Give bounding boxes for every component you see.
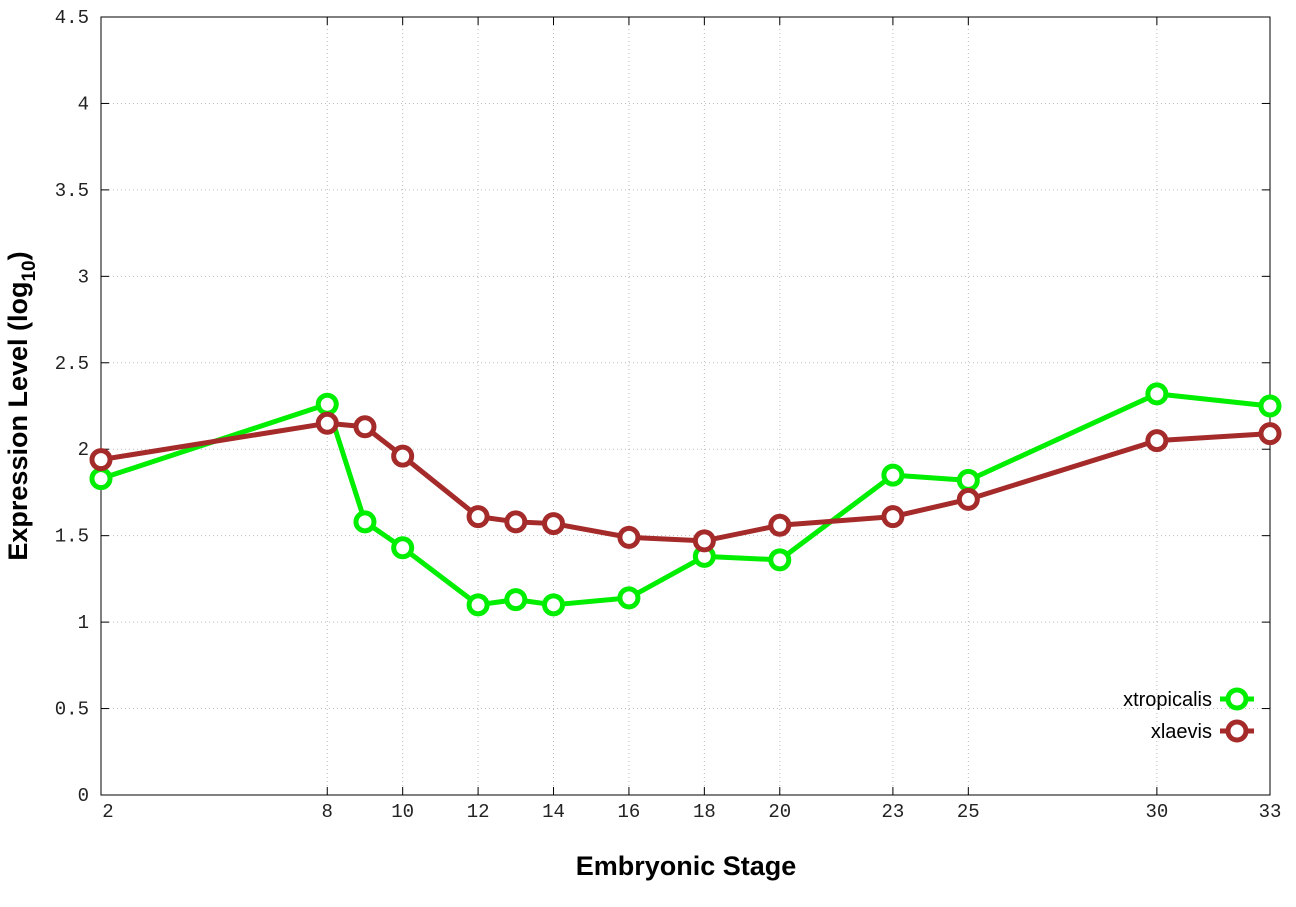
data-point-xlaevis	[956, 487, 980, 511]
data-point-xlaevis	[315, 411, 339, 435]
y-axis-label: Expression Level (log10)	[3, 251, 40, 560]
x-tick-label: 25	[957, 801, 980, 823]
data-point-xlaevis	[353, 415, 377, 439]
data-point-xtropicalis	[1258, 394, 1282, 418]
legend-label-xtropicalis: xtropicalis	[1123, 689, 1212, 711]
data-point-xlaevis	[692, 529, 716, 553]
series-xlaevis	[89, 411, 1282, 553]
series-xtropicalis	[89, 382, 1282, 617]
series-line-xtropicalis	[100, 391, 1271, 608]
data-point-xtropicalis	[1145, 382, 1169, 406]
x-tick-label: 23	[881, 801, 904, 823]
data-point-xtropicalis	[768, 548, 792, 572]
x-tick-label: 20	[768, 801, 791, 823]
legend: xtropicalis xlaevis	[1123, 687, 1254, 743]
y-tick-label: 3	[78, 266, 89, 288]
x-tick-label: 30	[1145, 801, 1168, 823]
data-point-xtropicalis	[542, 593, 566, 617]
data-point-xlaevis	[89, 448, 113, 472]
data-point-xtropicalis	[89, 467, 113, 491]
x-tick-label: 16	[618, 801, 641, 823]
data-point-xtropicalis	[881, 463, 905, 487]
data-point-xlaevis	[542, 512, 566, 536]
x-tick-label: 14	[542, 801, 565, 823]
x-tick-label: 12	[467, 801, 490, 823]
data-point-xtropicalis	[391, 536, 415, 560]
y-tick-label: 2	[78, 439, 89, 461]
x-tick-label: 33	[1259, 801, 1282, 823]
data-point-xlaevis	[881, 505, 905, 529]
x-tick-label: 2	[102, 801, 113, 823]
data-point-xtropicalis	[353, 510, 377, 534]
ticks: 0 0.5 1 1.5 2 2.5 3 3.5 4 4.5 2 8 10 12 14 16 18 20 23 25 30…	[55, 7, 1282, 823]
x-tick-label: 8	[322, 801, 333, 823]
x-axis-label: Embryonic Stage	[576, 851, 797, 881]
grid	[101, 17, 1270, 795]
x-tick-label: 18	[693, 801, 716, 823]
y-tick-label: 1.5	[55, 526, 89, 548]
plot-frame	[100, 16, 1271, 796]
legend-marker-xtropicalis	[1225, 687, 1249, 711]
y-tick-label: 2.5	[55, 353, 89, 375]
series-line-xlaevis	[100, 420, 1271, 544]
y-tick-label: 1	[78, 612, 89, 634]
data-point-xlaevis	[768, 513, 792, 537]
data-point-xlaevis	[504, 510, 528, 534]
data-point-xtropicalis	[466, 593, 490, 617]
y-tick-label: 0	[78, 785, 89, 807]
data-point-xlaevis	[391, 444, 415, 468]
legend-marker-xlaevis	[1225, 719, 1249, 743]
series	[89, 382, 1282, 617]
data-point-xtropicalis	[956, 468, 980, 492]
data-point-xlaevis	[1258, 422, 1282, 446]
y-tick-label: 0.5	[55, 699, 89, 721]
data-point-xtropicalis	[504, 588, 528, 612]
x-tick-label: 10	[391, 801, 414, 823]
y-tick-label: 4.5	[55, 7, 89, 29]
data-point-xtropicalis	[315, 392, 339, 416]
data-point-xlaevis	[466, 505, 490, 529]
legend-label-xlaevis: xlaevis	[1151, 721, 1212, 743]
data-point-xtropicalis	[617, 586, 641, 610]
y-tick-label: 3.5	[55, 180, 89, 202]
data-point-xlaevis	[1145, 429, 1169, 453]
y-tick-label: 4	[78, 93, 89, 115]
data-point-xlaevis	[617, 525, 641, 549]
